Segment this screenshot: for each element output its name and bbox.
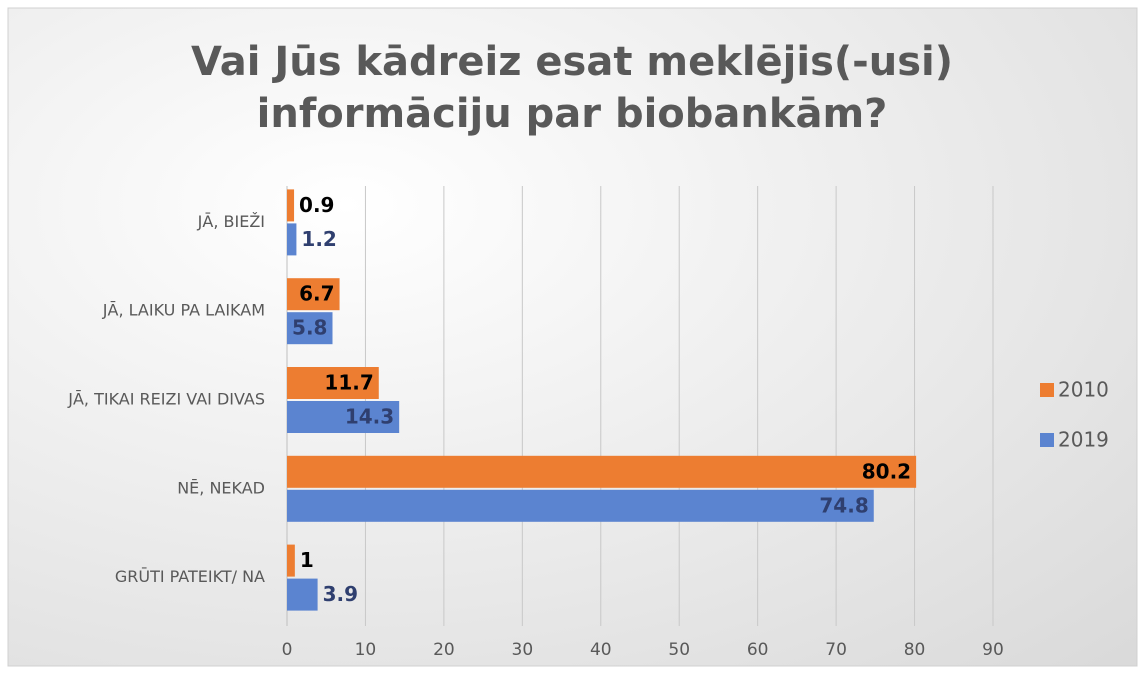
y-tick-label: JĀ, BIEŽI	[197, 212, 265, 231]
value-label: 1.2	[301, 227, 336, 251]
x-tick-label: 80	[904, 640, 926, 660]
x-tick-label: 60	[747, 640, 769, 660]
value-label: 0.9	[299, 193, 334, 217]
bar	[287, 189, 295, 222]
legend-swatch	[1040, 433, 1054, 447]
value-label: 1	[300, 548, 314, 572]
value-label: 11.7	[324, 371, 373, 395]
bar	[287, 278, 340, 311]
value-label: 74.8	[819, 493, 868, 517]
x-tick-label: 30	[512, 640, 534, 660]
bar	[287, 489, 874, 522]
x-tick-label: 0	[282, 640, 293, 660]
bar	[287, 578, 318, 611]
legend-label: 2010	[1058, 378, 1109, 402]
x-tick-label: 90	[982, 640, 1004, 660]
x-tick-label: 70	[825, 640, 847, 660]
y-tick-label: NĒ, NEKAD	[177, 478, 265, 497]
value-label: 3.9	[323, 582, 358, 606]
chart-title: Vai Jūs kādreiz esat meklējis(-usi) info…	[190, 39, 954, 137]
value-label: 80.2	[862, 459, 911, 483]
x-tick-label: 20	[433, 640, 455, 660]
x-tick-label: 50	[668, 640, 690, 660]
x-tick-label: 40	[590, 640, 612, 660]
x-tick-label: 10	[355, 640, 377, 660]
y-tick-label: GRŪTI PATEIKT/ NA	[115, 567, 265, 586]
chart-background	[7, 7, 1138, 667]
y-tick-label: JĀ, TIKAI REIZI VAI DIVAS	[67, 390, 265, 409]
value-label: 6.7	[299, 282, 334, 306]
value-label: 14.3	[345, 405, 394, 429]
bar	[287, 455, 917, 488]
legend-label: 2019	[1058, 428, 1109, 452]
bar	[287, 223, 297, 256]
bar	[287, 544, 295, 577]
y-tick-label: JĀ, LAIKU PA LAIKAM	[102, 301, 265, 320]
bar	[287, 401, 400, 433]
bar	[287, 312, 333, 345]
legend-swatch	[1040, 383, 1054, 397]
bar	[287, 367, 379, 399]
value-label: 5.8	[292, 316, 327, 340]
